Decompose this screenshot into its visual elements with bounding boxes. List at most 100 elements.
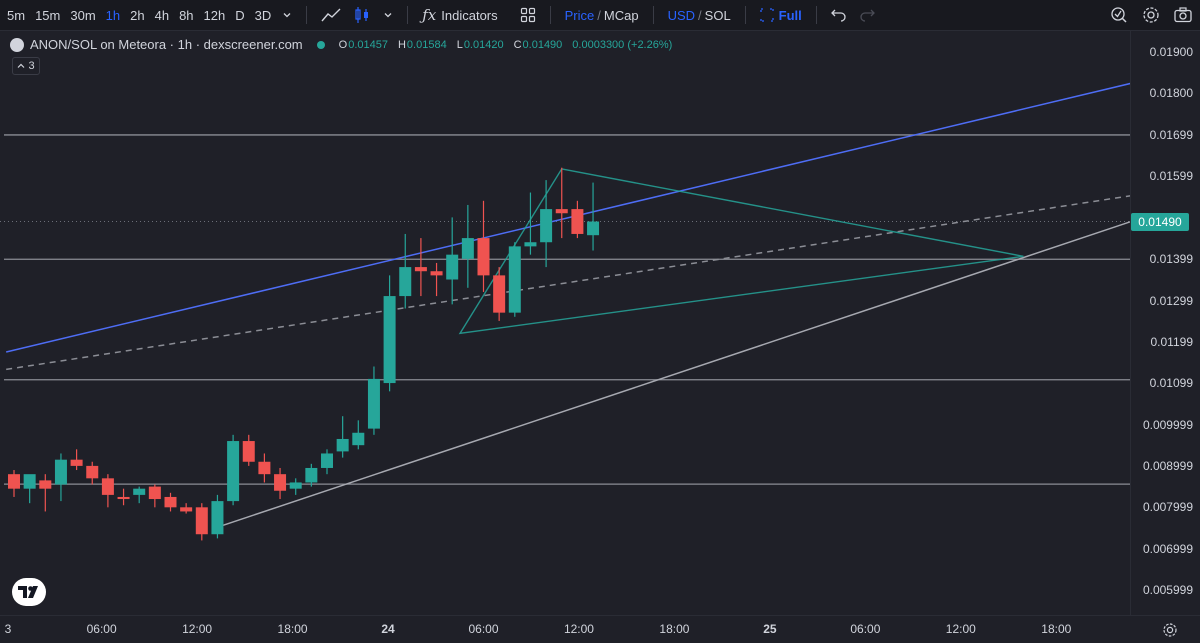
- collapse-indicators-button[interactable]: 3: [12, 57, 40, 75]
- ohlc-open: O0.01457: [339, 39, 388, 51]
- time-tick-label: 06:00: [850, 622, 881, 636]
- candle-body: [336, 438, 349, 452]
- redo-icon: [860, 9, 875, 22]
- toggle-separator: /: [597, 7, 601, 23]
- time-tick-label: 06:00: [468, 622, 499, 636]
- trend-line-gray-support: [217, 197, 1200, 528]
- timeframe-d[interactable]: D: [235, 7, 245, 23]
- high-value: 0.01584: [406, 38, 447, 51]
- candles-button[interactable]: [347, 6, 377, 24]
- toolbar-divider: [549, 6, 551, 24]
- price-tick-label: 0.01099: [1149, 376, 1193, 391]
- sol-option: SOL: [704, 7, 731, 23]
- timeframe-30m[interactable]: 30m: [70, 7, 96, 23]
- timeframe-4h[interactable]: 4h: [154, 7, 170, 23]
- line-chart-button[interactable]: [315, 7, 347, 23]
- price-option: Price: [564, 7, 595, 23]
- candle-body: [211, 501, 224, 535]
- legend-title: ANON/SOL on Meteora · 1h · dexscreener.c…: [30, 37, 303, 52]
- tradingview-logo[interactable]: [12, 578, 46, 606]
- candle-body: [148, 486, 161, 500]
- timeframe-3d[interactable]: 3D: [254, 7, 272, 23]
- currency-toggle[interactable]: USD / SOL: [662, 8, 737, 23]
- layout-button[interactable]: [514, 7, 542, 23]
- collapsed-count: 3: [28, 60, 35, 72]
- fx-icon: ƒx: [422, 6, 437, 24]
- trend-line-gray-midline: [6, 184, 1200, 371]
- candle-body: [23, 474, 36, 489]
- timeframe-8h[interactable]: 8h: [179, 7, 194, 23]
- low-value: 0.01420: [463, 38, 504, 51]
- candle-body: [195, 507, 208, 535]
- candle-body: [164, 496, 177, 508]
- candle-body: [524, 242, 537, 247]
- candle-body: [133, 488, 146, 495]
- settings-icon[interactable]: [1142, 6, 1160, 24]
- price-tick-label: 0.005999: [1142, 583, 1193, 598]
- timeframe-1h[interactable]: 1h: [105, 7, 121, 23]
- ohlc-high: H0.01584: [398, 39, 447, 51]
- indicators-label: Indicators: [441, 7, 498, 23]
- chart-area[interactable]: [0, 31, 1200, 615]
- price-axis[interactable]: 0.01900 0.01800 0.01699 0.01599 0.01399 0.012…: [1130, 31, 1200, 615]
- timeframe-2h[interactable]: 2h: [130, 7, 145, 23]
- candle-body: [39, 480, 52, 489]
- undo-button[interactable]: [825, 8, 853, 22]
- status-dot-icon: [316, 40, 325, 49]
- alert-icon[interactable]: [1110, 6, 1128, 24]
- toolbar-divider: [744, 6, 746, 24]
- ohlc-close: C0.01490: [514, 39, 563, 51]
- chevron-down-icon: [384, 13, 392, 18]
- price-tick-label: 0.01399: [1149, 252, 1193, 267]
- tradingview-logo-icon: [18, 586, 38, 598]
- toolbar-divider: [815, 6, 817, 24]
- mcap-option: MCap: [603, 7, 639, 23]
- toolbar-divider: [652, 6, 654, 24]
- toolbar-divider: [306, 6, 308, 24]
- candle-body: [352, 432, 365, 446]
- candle-body: [414, 267, 427, 272]
- camera-icon[interactable]: [1174, 7, 1192, 23]
- high-label: H: [397, 38, 406, 51]
- price-tick-label: 0.01800: [1149, 86, 1193, 101]
- open-label: O: [338, 38, 348, 51]
- time-tick-label: 18:00: [277, 622, 308, 636]
- candles-icon: [355, 7, 369, 23]
- price-tick-label: 0.008999: [1142, 458, 1193, 473]
- full-button[interactable]: Full: [754, 8, 808, 23]
- time-tick-label: 12:00: [563, 622, 594, 636]
- candle-body: [587, 221, 600, 236]
- time-tick-label: 3: [4, 622, 12, 636]
- candle-body: [508, 246, 521, 313]
- candle-body: [571, 209, 584, 234]
- candle-body: [8, 474, 20, 489]
- candle-body: [446, 254, 459, 280]
- timeframe-12h[interactable]: 12h: [203, 7, 226, 23]
- candle-body: [101, 478, 114, 495]
- candle-body: [54, 459, 67, 485]
- redo-button[interactable]: [853, 8, 881, 22]
- timeframe-15m[interactable]: 15m: [35, 7, 61, 23]
- open-value: 0.01457: [348, 38, 388, 51]
- candle-body: [367, 378, 380, 429]
- indicators-button[interactable]: ƒx Indicators: [416, 6, 503, 24]
- time-tick-label: 12:00: [182, 622, 213, 636]
- time-tick-label: 18:00: [659, 622, 690, 636]
- candle-body: [399, 267, 412, 297]
- time-tick-label: 25: [763, 622, 777, 636]
- timeframe-5m[interactable]: 5m: [7, 7, 26, 23]
- price-tick-label: 0.006999: [1142, 541, 1193, 556]
- more-timeframes-button[interactable]: [276, 10, 298, 20]
- price-tick-label: 0.01699: [1149, 127, 1193, 142]
- price-mcap-toggle[interactable]: Price / MCap: [559, 8, 645, 23]
- time-axis[interactable]: 3 06:00 12:00 18:00 24 06:00 12:00 18:00 25 06:00…: [0, 615, 1200, 643]
- axis-settings-icon[interactable]: [1162, 622, 1178, 638]
- price-chart[interactable]: [0, 31, 1200, 615]
- line-chart-icon: [321, 8, 341, 22]
- time-tick-label: 06:00: [86, 622, 117, 636]
- candle-body: [430, 271, 443, 276]
- candle-body: [117, 496, 130, 500]
- chart-type-dropdown[interactable]: [377, 10, 399, 20]
- close-label: C: [513, 38, 522, 51]
- ohlc-low: L0.01420: [457, 39, 504, 51]
